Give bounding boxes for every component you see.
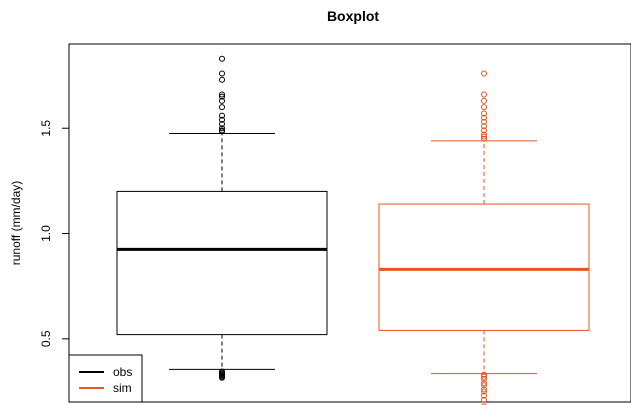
- outlier-point: [481, 388, 487, 395]
- outlier-point: [481, 371, 487, 378]
- outlier-point: [481, 110, 487, 117]
- outlier-point: [481, 91, 487, 98]
- outlier-point: [481, 373, 487, 380]
- outlier-point: [219, 125, 225, 132]
- outlier-point: [219, 112, 225, 119]
- outlier-point: [481, 403, 487, 405]
- outlier-point: [219, 70, 225, 77]
- outlier-point: [219, 104, 225, 111]
- outlier-point: [219, 368, 225, 375]
- boxes: [116, 55, 590, 405]
- outlier-point: [481, 123, 487, 130]
- outlier-point: [481, 375, 487, 382]
- outlier-point: [219, 55, 225, 62]
- outlier-point: [219, 116, 225, 123]
- y-tick-label: 1.0: [39, 225, 53, 242]
- outlier-point: [481, 104, 487, 111]
- outlier-point: [219, 91, 225, 98]
- outlier-point: [481, 114, 487, 121]
- outlier-point: [481, 131, 487, 138]
- chart-title: Boxplot: [327, 8, 379, 24]
- outlier-point: [481, 382, 487, 389]
- iqr-box: [378, 203, 590, 331]
- legend-label-obs: obs: [113, 365, 132, 379]
- outlier-point: [481, 386, 487, 393]
- outlier-point: [219, 121, 225, 128]
- outlier-point: [219, 93, 225, 100]
- outlier-point: [481, 380, 487, 387]
- outlier-point: [481, 396, 487, 403]
- outlier-point: [481, 133, 487, 140]
- outlier-point: [481, 97, 487, 104]
- y-axis-label: runoff (mm/day): [9, 181, 23, 265]
- legend: obs sim: [68, 354, 143, 403]
- box-obs: [116, 55, 328, 381]
- outlier-point: [219, 127, 225, 134]
- iqr-box: [116, 190, 328, 336]
- outlier-point: [481, 392, 487, 399]
- y-tick-label: 1.5: [39, 120, 53, 137]
- box-sim: [378, 70, 590, 405]
- legend-box: [68, 354, 143, 403]
- outlier-point: [481, 127, 487, 134]
- outlier-point: [481, 135, 487, 142]
- y-axis: 0.5 1.0 1.5: [39, 120, 70, 347]
- legend-label-sim: sim: [113, 381, 132, 395]
- plot-frame: [68, 43, 631, 403]
- outlier-point: [219, 97, 225, 104]
- outlier-point: [481, 118, 487, 125]
- y-tick-label: 0.5: [39, 330, 53, 347]
- outlier-point: [219, 76, 225, 83]
- outlier-point: [481, 70, 487, 77]
